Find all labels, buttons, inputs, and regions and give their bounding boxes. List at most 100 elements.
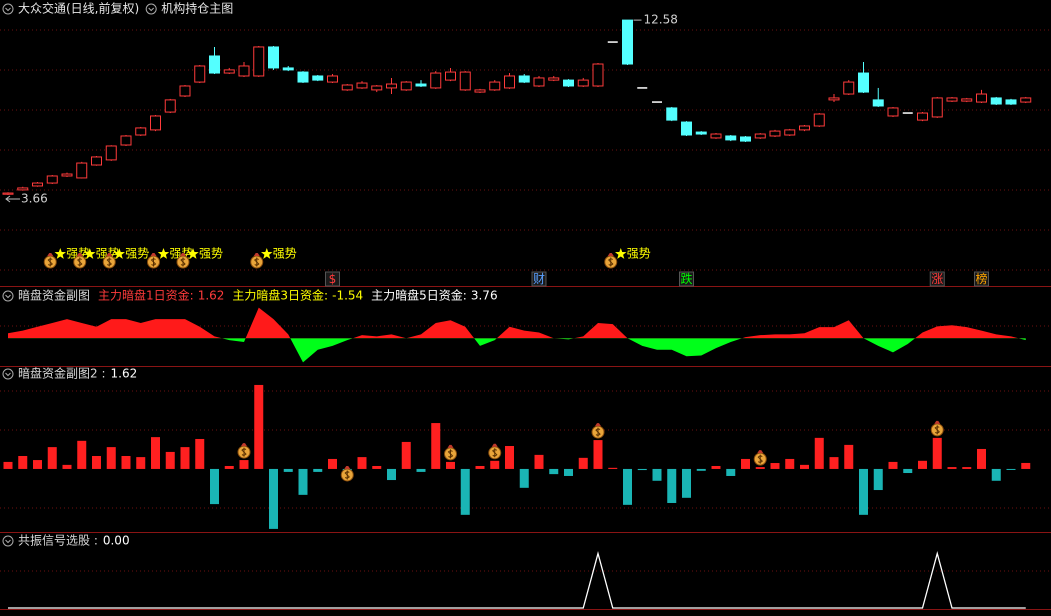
candle-body [474, 89, 486, 93]
panel-icon [2, 3, 14, 15]
signal-star [113, 248, 125, 259]
bar [859, 468, 868, 515]
candle-body [135, 127, 147, 136]
candle-body [76, 162, 88, 179]
bar [755, 467, 765, 469]
money-bag-neck [934, 420, 941, 424]
bar [682, 468, 691, 498]
marker-label: 跌 [680, 271, 692, 286]
money-bag-neck [150, 253, 157, 256]
bar [962, 467, 972, 469]
signal-label: 强势 [96, 247, 120, 261]
signal-star [261, 248, 273, 259]
panel-icon [2, 290, 14, 302]
candle-body [120, 135, 132, 146]
money-bag-neck [47, 253, 54, 256]
candle-body [1005, 99, 1017, 105]
bar [446, 461, 455, 469]
candle-body [268, 46, 279, 69]
bar [770, 463, 780, 469]
candle-body [843, 81, 855, 95]
candle-body [238, 65, 250, 77]
candle-body [695, 131, 707, 135]
bar [593, 440, 603, 469]
candle-body [46, 175, 58, 184]
signal-star [615, 248, 627, 259]
money-bag-symbol [934, 425, 940, 435]
candle-body [179, 85, 191, 97]
candle-body [710, 133, 722, 139]
marker-box [679, 271, 694, 287]
bar [195, 438, 205, 469]
bar [298, 468, 308, 495]
bar [1021, 462, 1031, 469]
money-bag-symbol [180, 257, 186, 267]
candle-body [518, 75, 530, 83]
bar [239, 460, 249, 469]
signal-label: 强势 [627, 247, 651, 261]
candle-body [946, 97, 958, 102]
panel-icon [2, 368, 14, 380]
max-price-label: 12.58 [644, 13, 678, 27]
bar [564, 468, 573, 476]
signal-star [54, 248, 66, 259]
bar [991, 468, 1001, 481]
bar [62, 464, 72, 469]
header-text: 主力暗盘1日资金: [98, 288, 194, 303]
money-bag-neck [447, 444, 454, 448]
money-bag-neck [344, 465, 351, 469]
marker-label: 榜 [975, 271, 987, 286]
bar [136, 457, 146, 469]
money-bag-symbol [77, 257, 83, 267]
candle-body [961, 98, 973, 102]
min-pointer [5, 195, 20, 203]
header-text: 1.62 [111, 367, 138, 381]
money-bag-neck [180, 253, 186, 256]
bar [519, 468, 529, 488]
money-bag-symbol [757, 454, 763, 464]
candle-body [931, 97, 943, 118]
money-bag-neck [106, 253, 113, 256]
bar [165, 451, 175, 469]
candle-body [887, 107, 899, 117]
signal-line [8, 550, 1026, 609]
money-bag-symbol [106, 257, 112, 267]
candle-body [858, 72, 869, 93]
money-bag-neck [757, 450, 764, 454]
bar [814, 437, 824, 469]
bar [903, 468, 913, 474]
panel-icon-arrow [5, 372, 11, 377]
bar [77, 440, 87, 469]
money-bag-neck [607, 253, 614, 256]
candle-body [459, 71, 471, 91]
bar [800, 464, 809, 469]
bar [431, 423, 441, 469]
bar [18, 455, 28, 469]
bar [667, 468, 677, 503]
candle-body [533, 77, 545, 87]
panel-icon-arrow [148, 7, 155, 12]
candle-body [194, 65, 206, 83]
header-text: 暗盘资金副图2 : [18, 366, 106, 381]
panel-icon-arrow [5, 7, 11, 12]
panel-icon [145, 3, 157, 15]
candle-body [990, 97, 1002, 105]
candle-body [371, 85, 383, 91]
candle-body [1020, 97, 1032, 103]
bar [652, 468, 662, 481]
bar [932, 437, 942, 469]
bar [121, 455, 131, 469]
bar [283, 468, 293, 472]
marker-label: $ [329, 272, 337, 286]
bar [918, 460, 927, 469]
money-bag-symbol [344, 470, 350, 480]
candle-body [91, 156, 102, 166]
candle-body [150, 115, 161, 131]
bar [505, 446, 514, 469]
candle-body [666, 107, 678, 121]
header-text: 机构持仓主图 [161, 1, 233, 16]
bar [33, 460, 42, 469]
money-bag-symbol [47, 257, 53, 267]
candle-body [725, 135, 737, 141]
